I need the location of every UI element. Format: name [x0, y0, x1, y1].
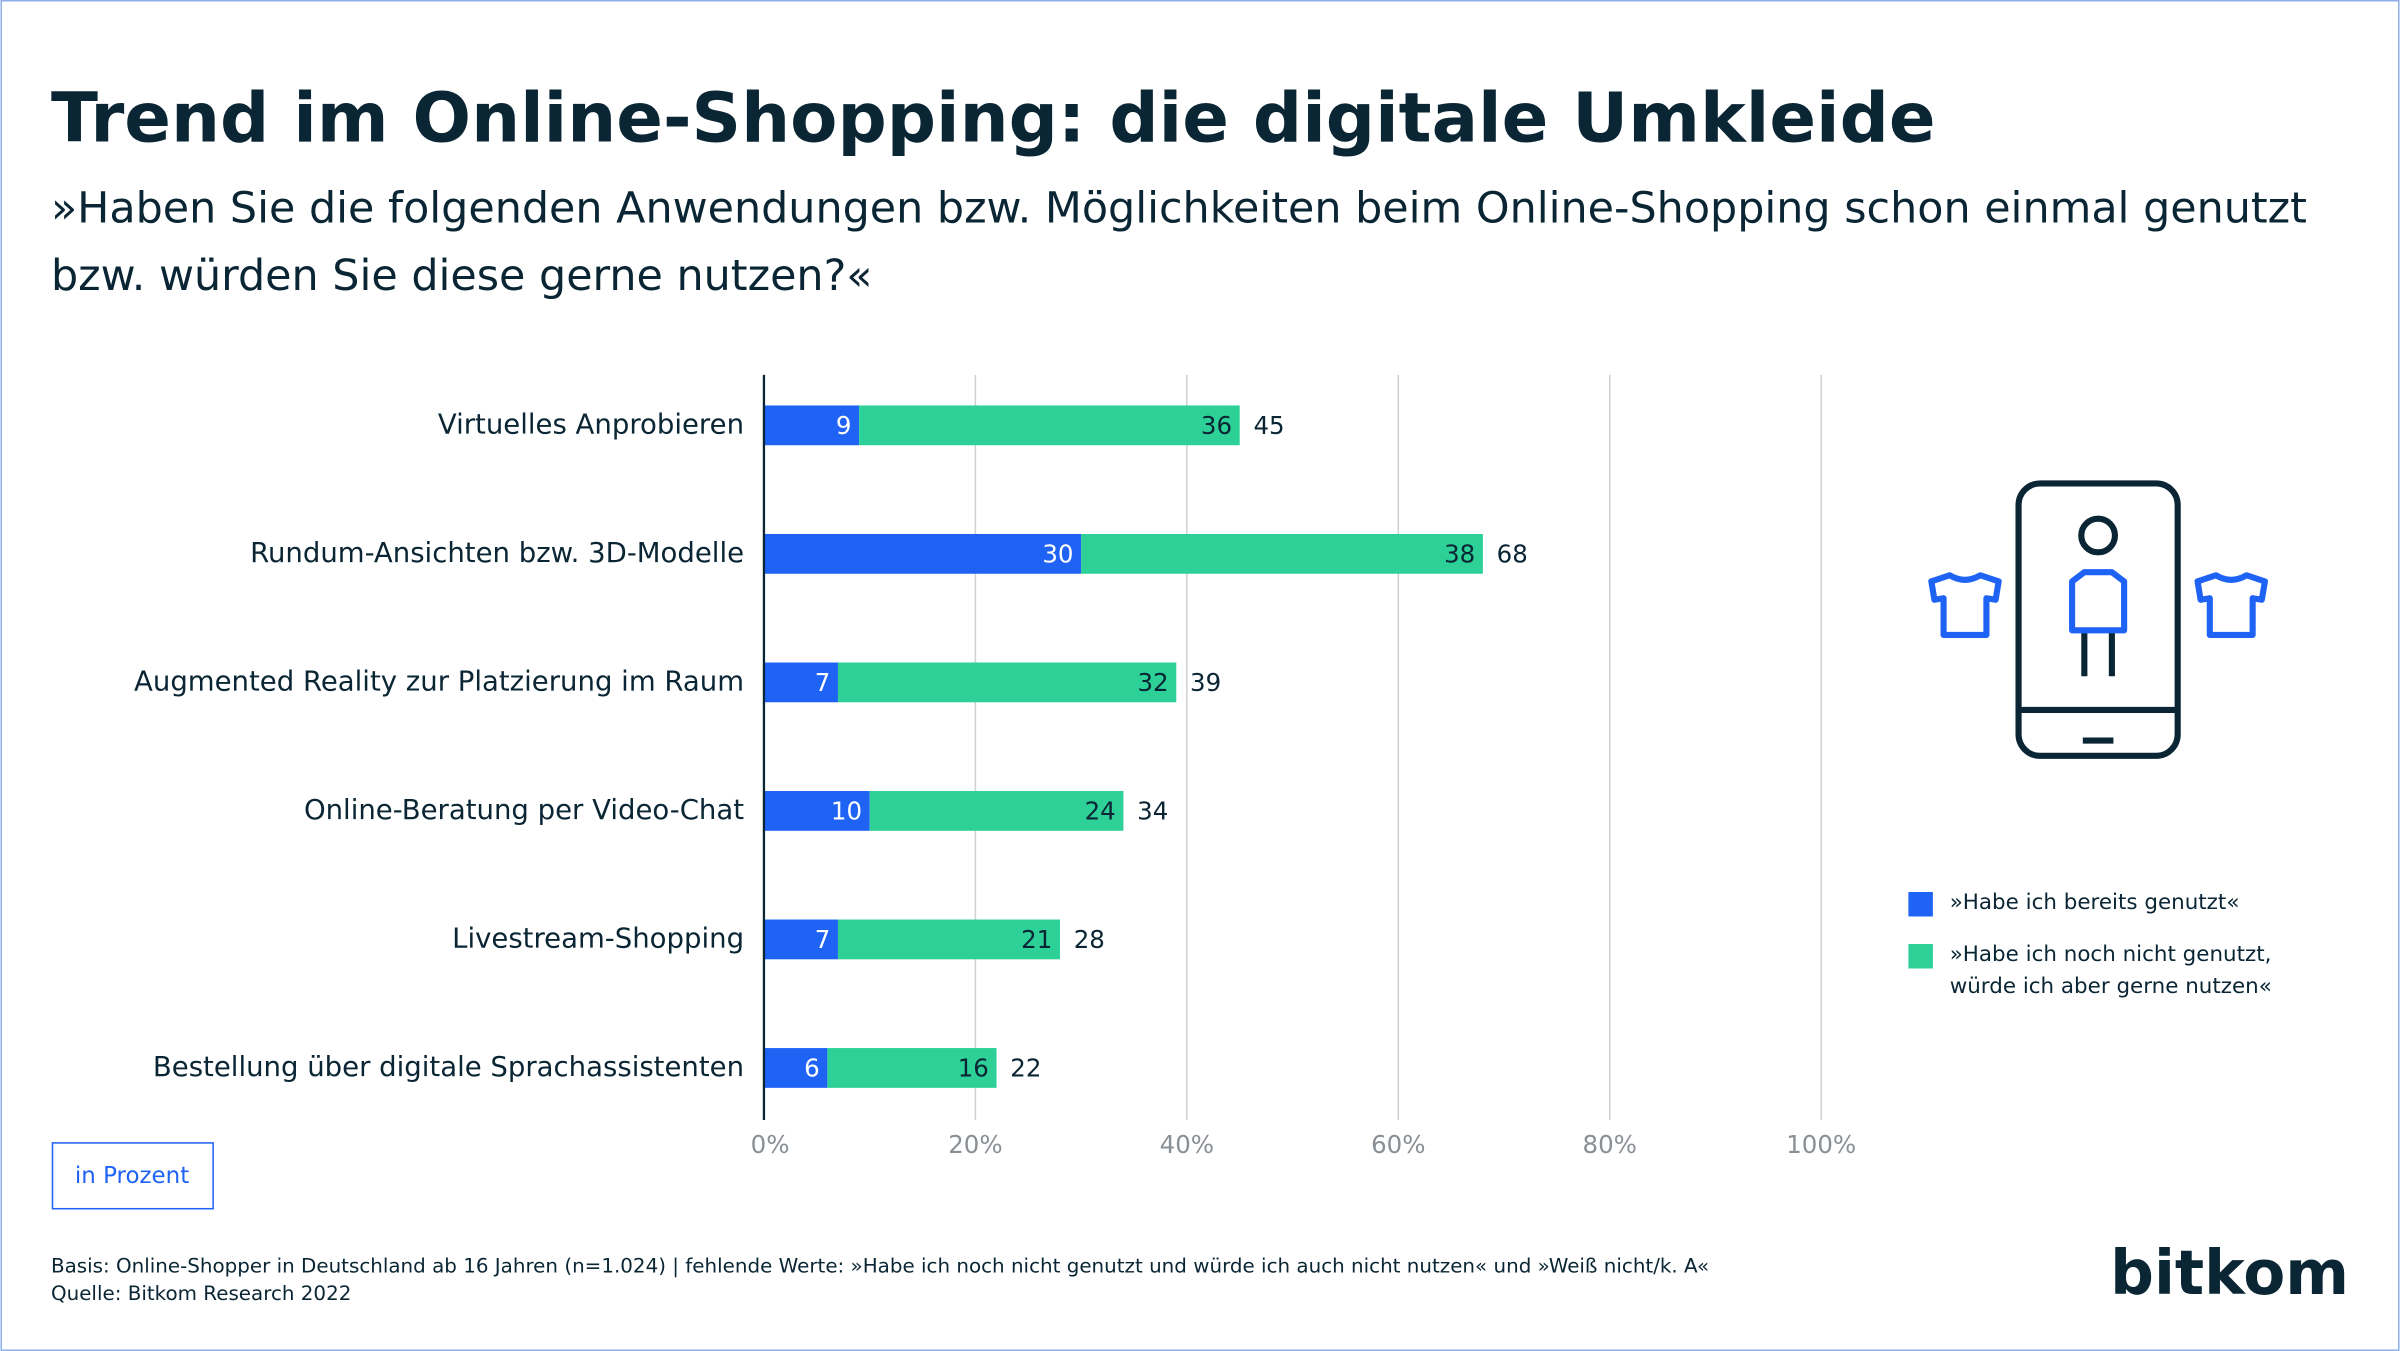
category-label: Rundum-Ansichten bzw. 3D-Modelle — [250, 537, 744, 569]
bar-segment — [763, 405, 860, 446]
value-label: 21 — [1021, 925, 1052, 954]
footnote: Basis: Online-Shopper in Deutschland ab … — [51, 1254, 1709, 1277]
bar-segment — [827, 1048, 997, 1088]
value-label: 24 — [1085, 796, 1116, 825]
value-label: 38 — [1444, 539, 1475, 568]
bar-segment — [763, 791, 870, 831]
total-label: 28 — [1074, 925, 1105, 954]
value-label: 30 — [1042, 539, 1073, 568]
legend-swatch — [1908, 891, 1933, 917]
category-label: Online-Beratung per Video-Chat — [304, 794, 744, 826]
legend-swatch — [1908, 944, 1933, 969]
category-label: Livestream-Shopping — [452, 922, 744, 954]
value-label: 32 — [1137, 668, 1168, 697]
subtitle: »Haben Sie die folgenden Anwendungen bzw… — [51, 184, 2307, 234]
x-tick-label: 80% — [1583, 1130, 1637, 1159]
value-label: 9 — [836, 411, 852, 440]
legend-entry: »Habe ich bereits genutzt« — [1949, 890, 2240, 915]
bar-segment — [837, 662, 1177, 703]
value-label: 6 — [804, 1053, 820, 1082]
x-tick-label: 20% — [948, 1130, 1002, 1159]
unit-note: in Prozent — [75, 1163, 189, 1189]
value-label: 7 — [815, 925, 831, 954]
category-label: Augmented Reality zur Platzierung im Rau… — [134, 665, 744, 697]
shirt-icons — [1928, 569, 2268, 639]
chart-title: Trend im Online-Shopping: die digitale U… — [51, 78, 1936, 158]
bar-segment — [763, 919, 838, 960]
total-label: 39 — [1190, 668, 1221, 697]
bar-segment — [859, 405, 1240, 446]
category-label: Virtuelles Anprobieren — [438, 408, 744, 440]
total-label: 34 — [1137, 796, 1168, 825]
value-label: 7 — [815, 668, 831, 697]
legend-entry: »Habe ich noch nicht genutzt, würde ich … — [1949, 942, 2272, 1000]
category-label: Bestellung über digitale Sprachassistent… — [153, 1051, 744, 1083]
x-tick-label: 100% — [1786, 1130, 1856, 1159]
footnote: Quelle: Bitkom Research 2022 — [51, 1282, 351, 1305]
bar-segment — [763, 533, 1082, 574]
legend-label: »Habe ich noch nicht genutzt, würde ich … — [1949, 942, 2272, 1000]
subtitle: bzw. würden Sie diese gerne nutzen?« — [51, 251, 873, 301]
unit-box — [51, 1142, 214, 1210]
logo: bitkom — [2110, 1238, 2349, 1309]
legend-label: »Habe ich bereits genutzt« — [1949, 890, 2240, 915]
total-label: 22 — [1010, 1053, 1041, 1082]
total-label: 68 — [1497, 539, 1528, 568]
x-tick-label: 60% — [1371, 1130, 1425, 1159]
value-label: 36 — [1201, 411, 1232, 440]
bar-segment — [763, 1048, 828, 1088]
total-label: 45 — [1253, 411, 1284, 440]
value-label: 10 — [831, 796, 862, 825]
bar-segment — [1081, 533, 1483, 574]
bar-segment — [869, 791, 1124, 831]
x-tick-label: 0% — [751, 1130, 790, 1159]
x-tick-label: 40% — [1160, 1130, 1214, 1159]
bar-segment — [763, 662, 838, 703]
value-label: 16 — [958, 1053, 989, 1082]
phone-icon — [2015, 480, 2181, 759]
bar-segment — [837, 919, 1060, 960]
